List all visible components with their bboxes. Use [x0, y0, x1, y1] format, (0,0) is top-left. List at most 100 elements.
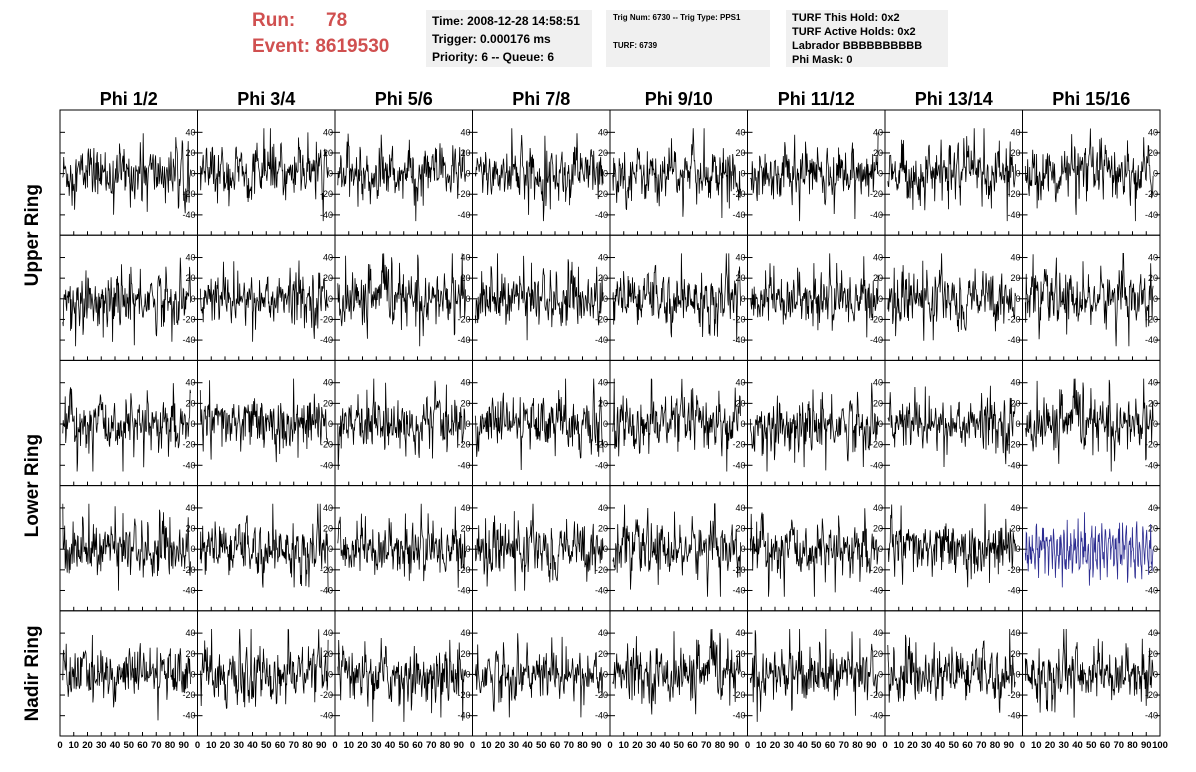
y-tick-label: 40 — [735, 378, 745, 388]
waveform-trace — [199, 260, 329, 342]
y-tick-label: 0 — [328, 419, 333, 429]
x-tick-label: 70 — [976, 740, 987, 751]
waveform-trace — [62, 257, 191, 347]
x-tick-label: 60 — [137, 740, 148, 751]
y-tick-label: 20 — [735, 148, 745, 158]
waveform-trace — [749, 382, 879, 472]
y-tick-label: 40 — [1148, 378, 1158, 388]
y-tick-label: 40 — [185, 628, 195, 638]
y-tick-label: 20 — [185, 524, 195, 534]
y-tick-label: -20 — [732, 314, 745, 324]
x-tick-label: 0 — [470, 740, 475, 751]
row-group-label: Upper Ring — [22, 184, 43, 286]
x-tick-label: 20 — [220, 740, 231, 751]
waveform-trace — [337, 133, 466, 222]
trigger-info-box: Trig Num: 6730 -- Trig Type: PPS1 TURF: … — [606, 10, 770, 67]
y-tick-label: -40 — [182, 711, 195, 721]
x-tick-label: 90 — [728, 740, 739, 751]
y-tick-label: 40 — [460, 503, 470, 513]
y-tick-label: -20 — [1145, 314, 1158, 324]
y-tick-label: -40 — [870, 585, 883, 595]
waveform-trace — [612, 378, 741, 472]
y-tick-label: 20 — [460, 148, 470, 158]
x-tick-label: 60 — [550, 740, 561, 751]
y-tick-label: -40 — [320, 711, 333, 721]
y-tick-label: 40 — [1010, 503, 1020, 513]
y-tick-label: 40 — [185, 378, 195, 388]
x-tick-label: 30 — [1058, 740, 1069, 751]
y-tick-label: -20 — [595, 440, 608, 450]
waveform-trace — [612, 128, 741, 219]
waveform-trace — [199, 378, 329, 463]
waveform-trace — [337, 378, 466, 470]
y-tick-label: 20 — [1148, 524, 1158, 534]
y-tick-label: -40 — [182, 335, 195, 345]
x-tick-label: 40 — [935, 740, 946, 751]
y-tick-label: -40 — [1007, 585, 1020, 595]
y-tick-label: 0 — [190, 294, 195, 304]
x-tick-label: 80 — [577, 740, 588, 751]
turf-info-box: TURF This Hold: 0x2 TURF Active Holds: 0… — [786, 10, 948, 67]
y-tick-label: 0 — [878, 294, 883, 304]
y-tick-label: 20 — [1010, 524, 1020, 534]
y-tick-label: -20 — [870, 440, 883, 450]
x-tick-label: 20 — [770, 740, 781, 751]
y-tick-label: -40 — [320, 335, 333, 345]
y-tick-label: -40 — [1007, 210, 1020, 220]
y-tick-label: 40 — [185, 127, 195, 137]
y-tick-label: 40 — [185, 253, 195, 263]
y-tick-label: -20 — [1007, 189, 1020, 199]
waveform-trace — [62, 503, 191, 591]
x-tick-label: 30 — [921, 740, 932, 751]
y-tick-label: -40 — [457, 210, 470, 220]
y-tick-label: 0 — [1015, 294, 1020, 304]
y-tick-label: 0 — [465, 669, 470, 679]
y-tick-label: 40 — [185, 503, 195, 513]
waveform-trace — [887, 253, 1016, 341]
y-tick-label: 0 — [740, 169, 745, 179]
x-tick-label: 90 — [453, 740, 464, 751]
y-tick-label: 40 — [873, 127, 883, 137]
y-tick-label: -20 — [457, 189, 470, 199]
waveform-trace — [199, 503, 329, 593]
x-tick-label: 30 — [508, 740, 519, 751]
y-tick-label: 40 — [323, 378, 333, 388]
x-tick-label: 40 — [797, 740, 808, 751]
y-tick-label: 20 — [1148, 273, 1158, 283]
y-tick-label: -20 — [595, 189, 608, 199]
waveform-trace — [1024, 128, 1154, 222]
y-tick-label: -20 — [320, 189, 333, 199]
y-tick-label: 40 — [735, 503, 745, 513]
waveform-trace — [887, 503, 1016, 588]
priority-text: Priority: 6 -- Queue: 6 — [432, 50, 555, 64]
y-tick-label: 40 — [873, 628, 883, 638]
x-tick-label: 80 — [715, 740, 726, 751]
run-label: Run: — [252, 10, 296, 31]
column-title: Phi 9/10 — [645, 89, 713, 109]
waveform-trace — [887, 628, 1016, 713]
y-tick-label: 0 — [1153, 669, 1158, 679]
y-tick-label: 20 — [323, 273, 333, 283]
trig-num-text: Trig Num: 6730 -- Trig Type: PPS1 — [613, 13, 741, 22]
x-tick-label: 70 — [151, 740, 162, 751]
waveform-trace — [199, 628, 329, 709]
y-tick-label: -40 — [1145, 585, 1158, 595]
y-tick-label: 40 — [598, 503, 608, 513]
x-tick-label: 30 — [96, 740, 107, 751]
y-tick-label: 0 — [465, 419, 470, 429]
y-tick-label: -40 — [182, 460, 195, 470]
x-tick-label: 60 — [1100, 740, 1111, 751]
y-tick-label: -20 — [732, 440, 745, 450]
y-tick-label: -40 — [595, 711, 608, 721]
x-tick-label: 90 — [178, 740, 189, 751]
y-tick-label: 40 — [735, 253, 745, 263]
y-tick-label: 20 — [735, 524, 745, 534]
y-tick-label: 0 — [190, 544, 195, 554]
y-tick-label: -40 — [1145, 460, 1158, 470]
y-tick-label: 20 — [460, 649, 470, 659]
y-tick-label: -40 — [870, 210, 883, 220]
y-tick-label: 40 — [1148, 127, 1158, 137]
y-tick-label: -20 — [182, 565, 195, 575]
y-tick-label: -20 — [182, 690, 195, 700]
